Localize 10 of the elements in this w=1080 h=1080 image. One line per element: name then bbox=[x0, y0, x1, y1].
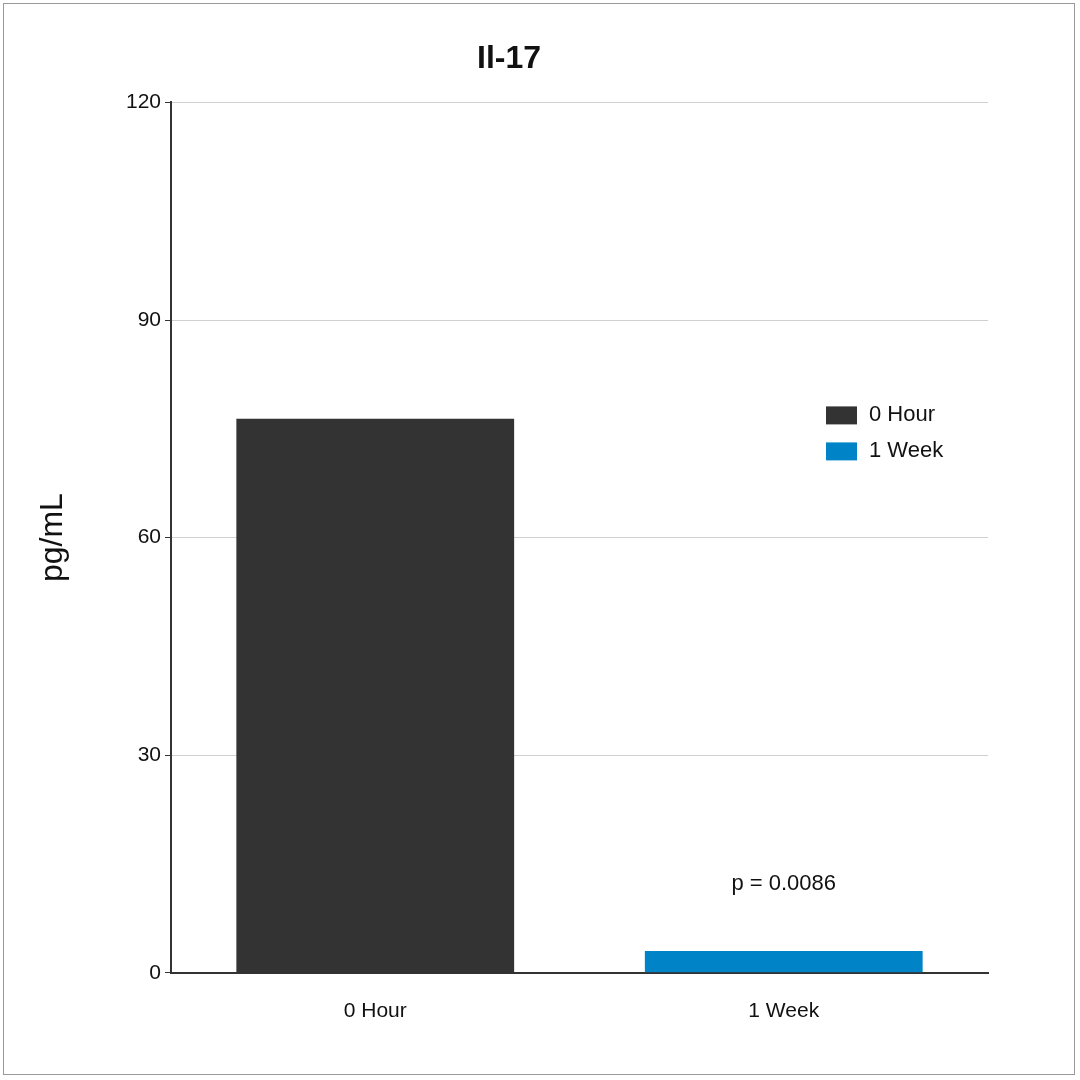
chart-title: Il-17 bbox=[476, 39, 542, 76]
annotation: p = 0.0086 bbox=[731, 869, 837, 895]
legend-label: 1 Week bbox=[869, 437, 945, 463]
y-axis-title: pg/mL bbox=[33, 493, 70, 583]
y-tick-label: 30 bbox=[137, 742, 161, 765]
y-tick-label: 90 bbox=[137, 306, 161, 330]
y-tick-label: 60 bbox=[137, 524, 161, 548]
y-tick-label: 120 bbox=[125, 89, 161, 113]
y-tick-label: 0 bbox=[149, 959, 161, 983]
legend-label: 0 Hour bbox=[869, 401, 936, 427]
